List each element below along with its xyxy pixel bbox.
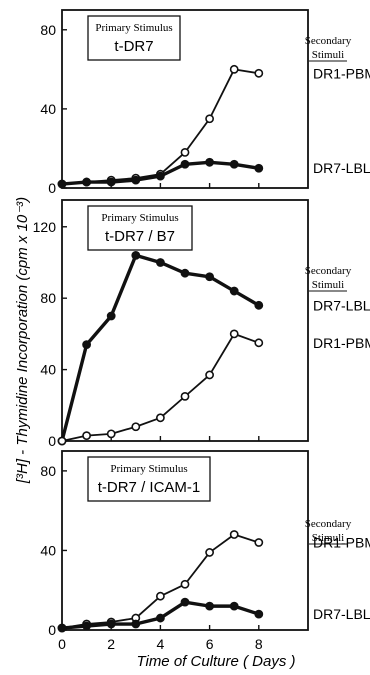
primary-stimulus-title: Primary Stimulus [110, 463, 187, 475]
y-tick-label: 40 [40, 362, 56, 378]
data-point [106, 311, 116, 321]
chart-panel: 40 80 0 Primary Stimulus t-DR7 Secondary Stimu… [40, 9, 370, 196]
series-label: DR1-PBMC [313, 534, 370, 550]
data-point [155, 171, 165, 181]
data-point [106, 177, 116, 187]
data-point [82, 340, 91, 349]
secondary-stimuli-title: Secondary [305, 518, 352, 530]
data-point [57, 623, 67, 633]
secondary-stimuli-title: Stimuli [312, 49, 344, 61]
y-tick-label: 40 [40, 542, 56, 558]
data-point [229, 64, 239, 74]
y-tick-label: 0 [48, 180, 56, 196]
data-point [229, 286, 239, 296]
series-label: DR7-LBL [313, 297, 370, 313]
data-point [254, 609, 264, 619]
data-point [180, 147, 190, 157]
x-tick-label: 2 [107, 636, 115, 652]
data-point [57, 436, 67, 446]
secondary-stimuli-title: Stimuli [312, 532, 344, 544]
data-point [155, 591, 165, 601]
data-point [254, 163, 264, 173]
data-point [205, 272, 214, 282]
primary-stimulus-title: Primary Stimulus [101, 212, 178, 224]
data-point [205, 157, 214, 167]
y-tick-label: 0 [48, 622, 56, 638]
data-point [180, 597, 190, 607]
primary-stimulus-box [87, 15, 181, 61]
y-tick-label: 80 [40, 22, 56, 38]
plot-frame [61, 9, 309, 189]
data-point [229, 601, 239, 611]
data-point [254, 68, 264, 78]
x-tick-label: 4 [157, 636, 165, 652]
data-point [229, 159, 239, 169]
x-tick-label: 6 [206, 636, 214, 652]
y-tick-label: 80 [40, 463, 56, 479]
y-tick-label: 40 [40, 101, 56, 117]
primary-stimulus-title: Primary Stimulus [95, 22, 172, 34]
series-label: DR1-PBMC [313, 335, 370, 351]
data-point [155, 613, 165, 623]
x-tick-label: 8 [255, 636, 263, 652]
x-tick-label: 0 [58, 636, 66, 652]
data-point [82, 431, 91, 441]
y-tick-label: 120 [33, 219, 57, 235]
data-point [229, 530, 239, 539]
x-axis-title: Time of Culture ( Days ) [136, 653, 295, 670]
data-point [180, 268, 190, 278]
chart-panel: 40 80 00 2 4 6 8 Primary Stimulus t-DR7 / ICAM-1… [40, 450, 370, 652]
data-point [106, 619, 116, 629]
data-point [205, 370, 214, 380]
y-tick-label: 0 [48, 433, 56, 449]
y-tick-label: 80 [40, 290, 56, 306]
series-label: DR7-LBL [313, 606, 370, 622]
y-axis-title: [³H] - Thymidine Incorporation (cpm x 10… [14, 197, 31, 484]
primary-stimulus-value: t-DR7 / ICAM-1 [98, 479, 201, 496]
data-point [180, 391, 190, 401]
data-point [131, 619, 141, 629]
data-point [205, 548, 214, 557]
primary-stimulus-value: t-DR7 [114, 38, 153, 55]
data-point [82, 621, 91, 631]
data-point [205, 114, 214, 124]
primary-stimulus-value: t-DR7 / B7 [105, 228, 175, 245]
series-label: DR1-PBMC [313, 65, 370, 81]
chart-panel: 40 80 120 0 Primary Stimulus t-DR7 / B7 Second… [33, 199, 370, 449]
secondary-stimuli-title: Secondary [305, 35, 352, 47]
data-point [131, 175, 141, 185]
data-point [205, 601, 214, 611]
series-label: DR7-LBL [313, 160, 370, 176]
series-line [61, 68, 259, 185]
plot-frame [61, 450, 309, 631]
data-point [254, 538, 264, 547]
data-point [131, 422, 141, 432]
series-line [61, 332, 260, 442]
data-point [155, 258, 165, 267]
plot-frame [61, 199, 309, 442]
data-point [155, 413, 165, 423]
secondary-stimuli-title: Secondary [305, 265, 352, 277]
data-point [82, 177, 91, 187]
data-point [229, 329, 239, 339]
data-point [57, 179, 67, 189]
data-point [180, 579, 190, 589]
data-point [254, 338, 264, 348]
data-point [254, 300, 264, 310]
primary-stimulus-box [87, 205, 193, 251]
secondary-stimuli-title: Stimuli [312, 279, 344, 291]
data-point [106, 429, 116, 439]
series-line [60, 253, 260, 442]
data-point [131, 250, 141, 260]
primary-stimulus-box [87, 456, 211, 502]
data-point [180, 159, 190, 169]
